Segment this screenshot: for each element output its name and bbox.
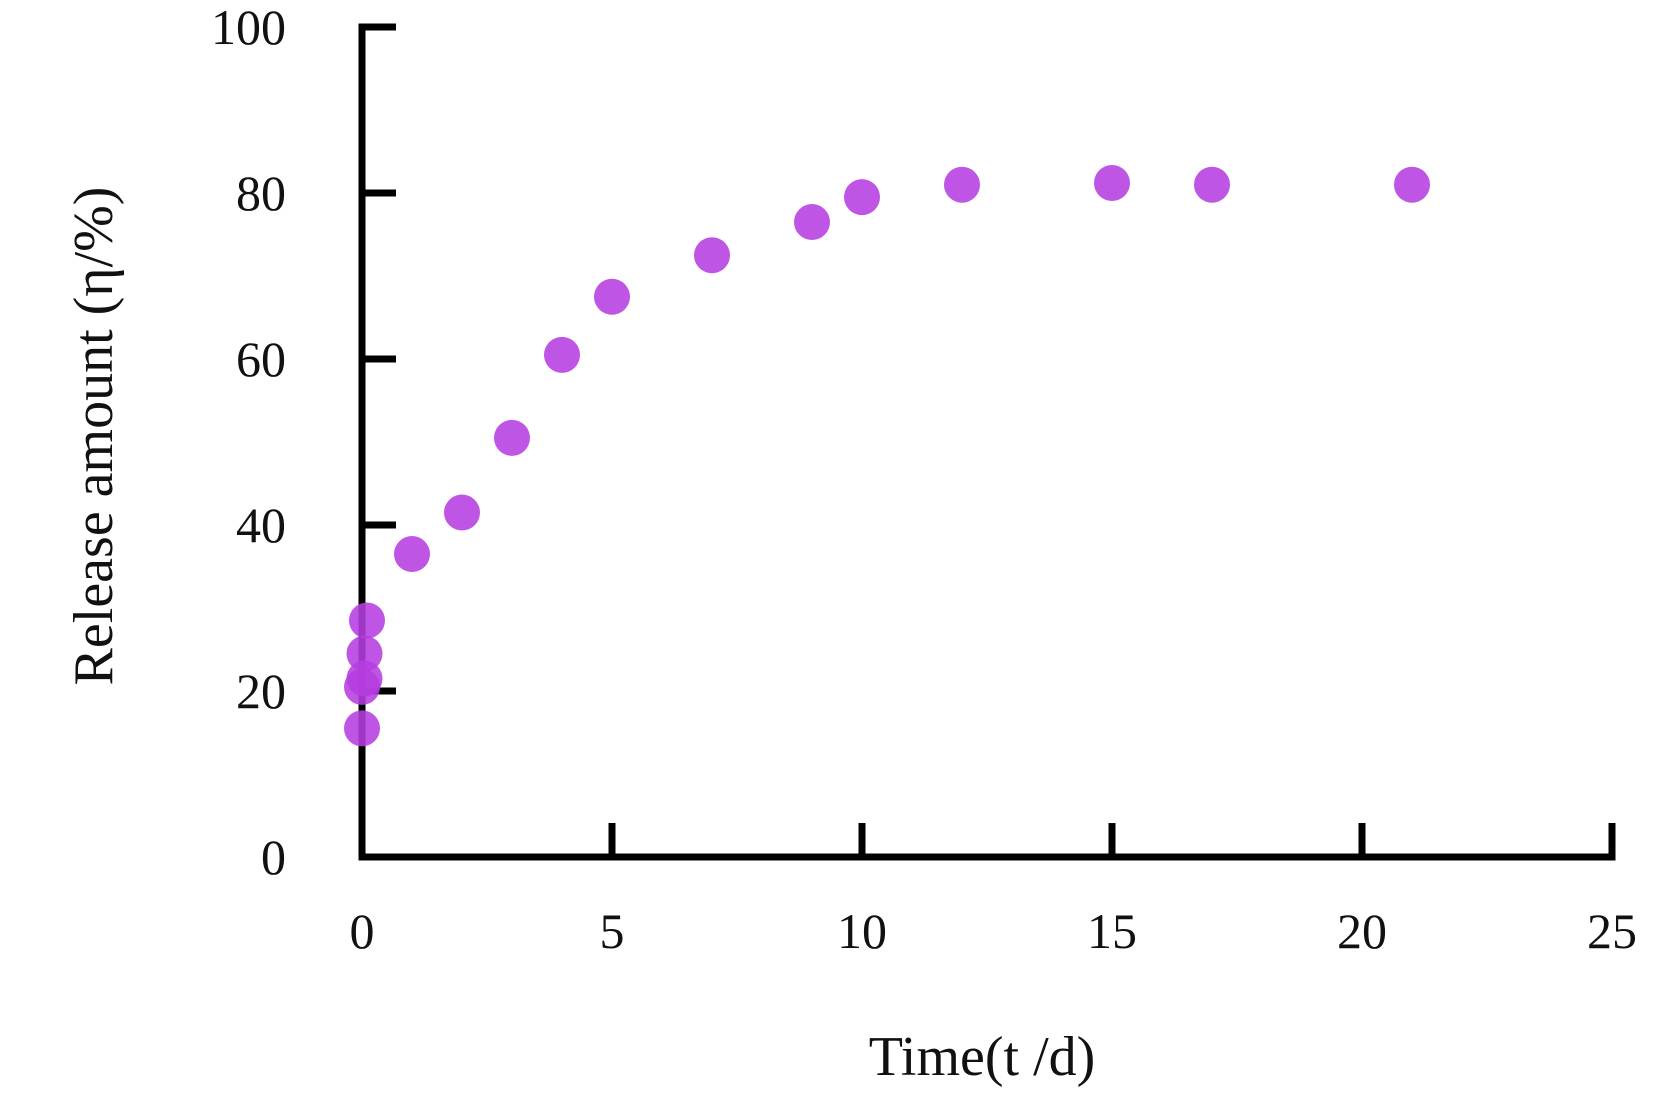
y-tick-label: 40 (236, 497, 286, 553)
data-points (344, 165, 1430, 747)
x-axis: 0 5 10 15 20 25 (350, 823, 1637, 959)
data-point (544, 336, 580, 373)
data-point (394, 536, 430, 573)
data-point (1194, 166, 1230, 203)
data-point (844, 179, 880, 216)
data-point (944, 166, 980, 203)
data-point (494, 419, 530, 456)
y-tick-label: 60 (236, 331, 286, 387)
data-point (694, 237, 730, 274)
data-point (1094, 165, 1130, 202)
x-tick-label: 25 (1587, 903, 1637, 959)
data-point (349, 602, 385, 639)
x-tick-label: 15 (1087, 903, 1137, 959)
y-tick-label: 100 (211, 0, 286, 55)
data-point (444, 494, 480, 531)
y-tick-label: 80 (236, 165, 286, 221)
x-tick-label: 10 (837, 903, 887, 959)
y-tick-label: 20 (236, 663, 286, 719)
data-point (344, 710, 380, 747)
y-axis: 0 20 40 60 80 100 (211, 0, 396, 885)
data-point (594, 278, 630, 315)
x-tick-label: 0 (350, 903, 375, 959)
data-point (794, 204, 830, 241)
data-point (346, 635, 383, 672)
y-tick-label: 0 (261, 829, 286, 885)
data-point (346, 660, 383, 697)
x-tick-label: 5 (600, 903, 625, 959)
y-axis-title: Release amount (η/%) (63, 187, 125, 686)
x-tick-label: 20 (1337, 903, 1387, 959)
x-axis-title: Time(t /d) (869, 1026, 1096, 1088)
data-point (1394, 166, 1430, 203)
